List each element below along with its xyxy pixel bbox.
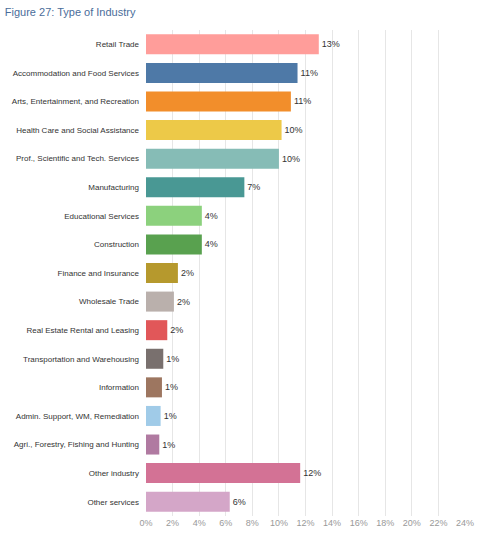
svg-text:2%: 2% xyxy=(170,325,183,335)
svg-text:Admin. Support, WM, Remediatio: Admin. Support, WM, Remediation xyxy=(16,412,139,421)
svg-text:Manufacturing: Manufacturing xyxy=(88,183,139,192)
svg-text:8%: 8% xyxy=(246,518,259,528)
svg-text:12%: 12% xyxy=(296,518,314,528)
svg-text:10%: 10% xyxy=(285,125,303,135)
svg-text:Agri., Forestry, Fishing and H: Agri., Forestry, Fishing and Hunting xyxy=(14,440,139,449)
svg-text:Construction: Construction xyxy=(94,240,139,249)
svg-text:11%: 11% xyxy=(301,68,318,78)
svg-text:Other industry: Other industry xyxy=(89,469,139,478)
svg-text:2%: 2% xyxy=(166,518,179,528)
svg-text:12%: 12% xyxy=(303,468,321,478)
svg-text:Information: Information xyxy=(99,383,139,392)
svg-text:Prof., Scientific and Tech. Se: Prof., Scientific and Tech. Services xyxy=(16,154,139,163)
svg-text:Retail Trade: Retail Trade xyxy=(96,40,140,49)
svg-text:Real Estate Rental and Leasing: Real Estate Rental and Leasing xyxy=(26,326,139,335)
svg-text:2%: 2% xyxy=(181,268,194,278)
svg-text:13%: 13% xyxy=(322,39,340,49)
svg-text:22%: 22% xyxy=(429,518,447,528)
svg-text:Educational Services: Educational Services xyxy=(64,212,139,221)
svg-text:24%: 24% xyxy=(456,518,474,528)
svg-text:4%: 4% xyxy=(205,211,218,221)
svg-text:0%: 0% xyxy=(139,518,152,528)
svg-text:6%: 6% xyxy=(219,518,232,528)
svg-text:Accommodation and Food Service: Accommodation and Food Services xyxy=(13,69,139,78)
svg-text:Finance and Insurance: Finance and Insurance xyxy=(58,269,140,278)
svg-text:14%: 14% xyxy=(323,518,341,528)
svg-text:1%: 1% xyxy=(165,382,178,392)
svg-text:10%: 10% xyxy=(282,154,300,164)
svg-text:Figure 27: Type of Industry: Figure 27: Type of Industry xyxy=(5,6,136,18)
svg-text:18%: 18% xyxy=(376,518,394,528)
svg-text:1%: 1% xyxy=(166,354,179,364)
svg-text:4%: 4% xyxy=(205,239,218,249)
svg-text:Transportation and Warehousing: Transportation and Warehousing xyxy=(23,355,139,364)
svg-text:6%: 6% xyxy=(233,497,246,507)
svg-text:Arts, Entertainment, and Recre: Arts, Entertainment, and Recreation xyxy=(12,97,139,106)
svg-text:16%: 16% xyxy=(350,518,368,528)
svg-text:7%: 7% xyxy=(247,182,260,192)
svg-text:1%: 1% xyxy=(162,440,175,450)
svg-text:2%: 2% xyxy=(177,297,190,307)
svg-text:20%: 20% xyxy=(403,518,421,528)
svg-text:10%: 10% xyxy=(270,518,288,528)
svg-text:Health Care and Social Assista: Health Care and Social Assistance xyxy=(16,126,139,135)
svg-text:11%: 11% xyxy=(294,96,311,106)
svg-text:Wholesale Trade: Wholesale Trade xyxy=(79,297,140,306)
svg-text:4%: 4% xyxy=(193,518,206,528)
svg-text:Other services: Other services xyxy=(87,498,139,507)
svg-text:1%: 1% xyxy=(164,411,177,421)
